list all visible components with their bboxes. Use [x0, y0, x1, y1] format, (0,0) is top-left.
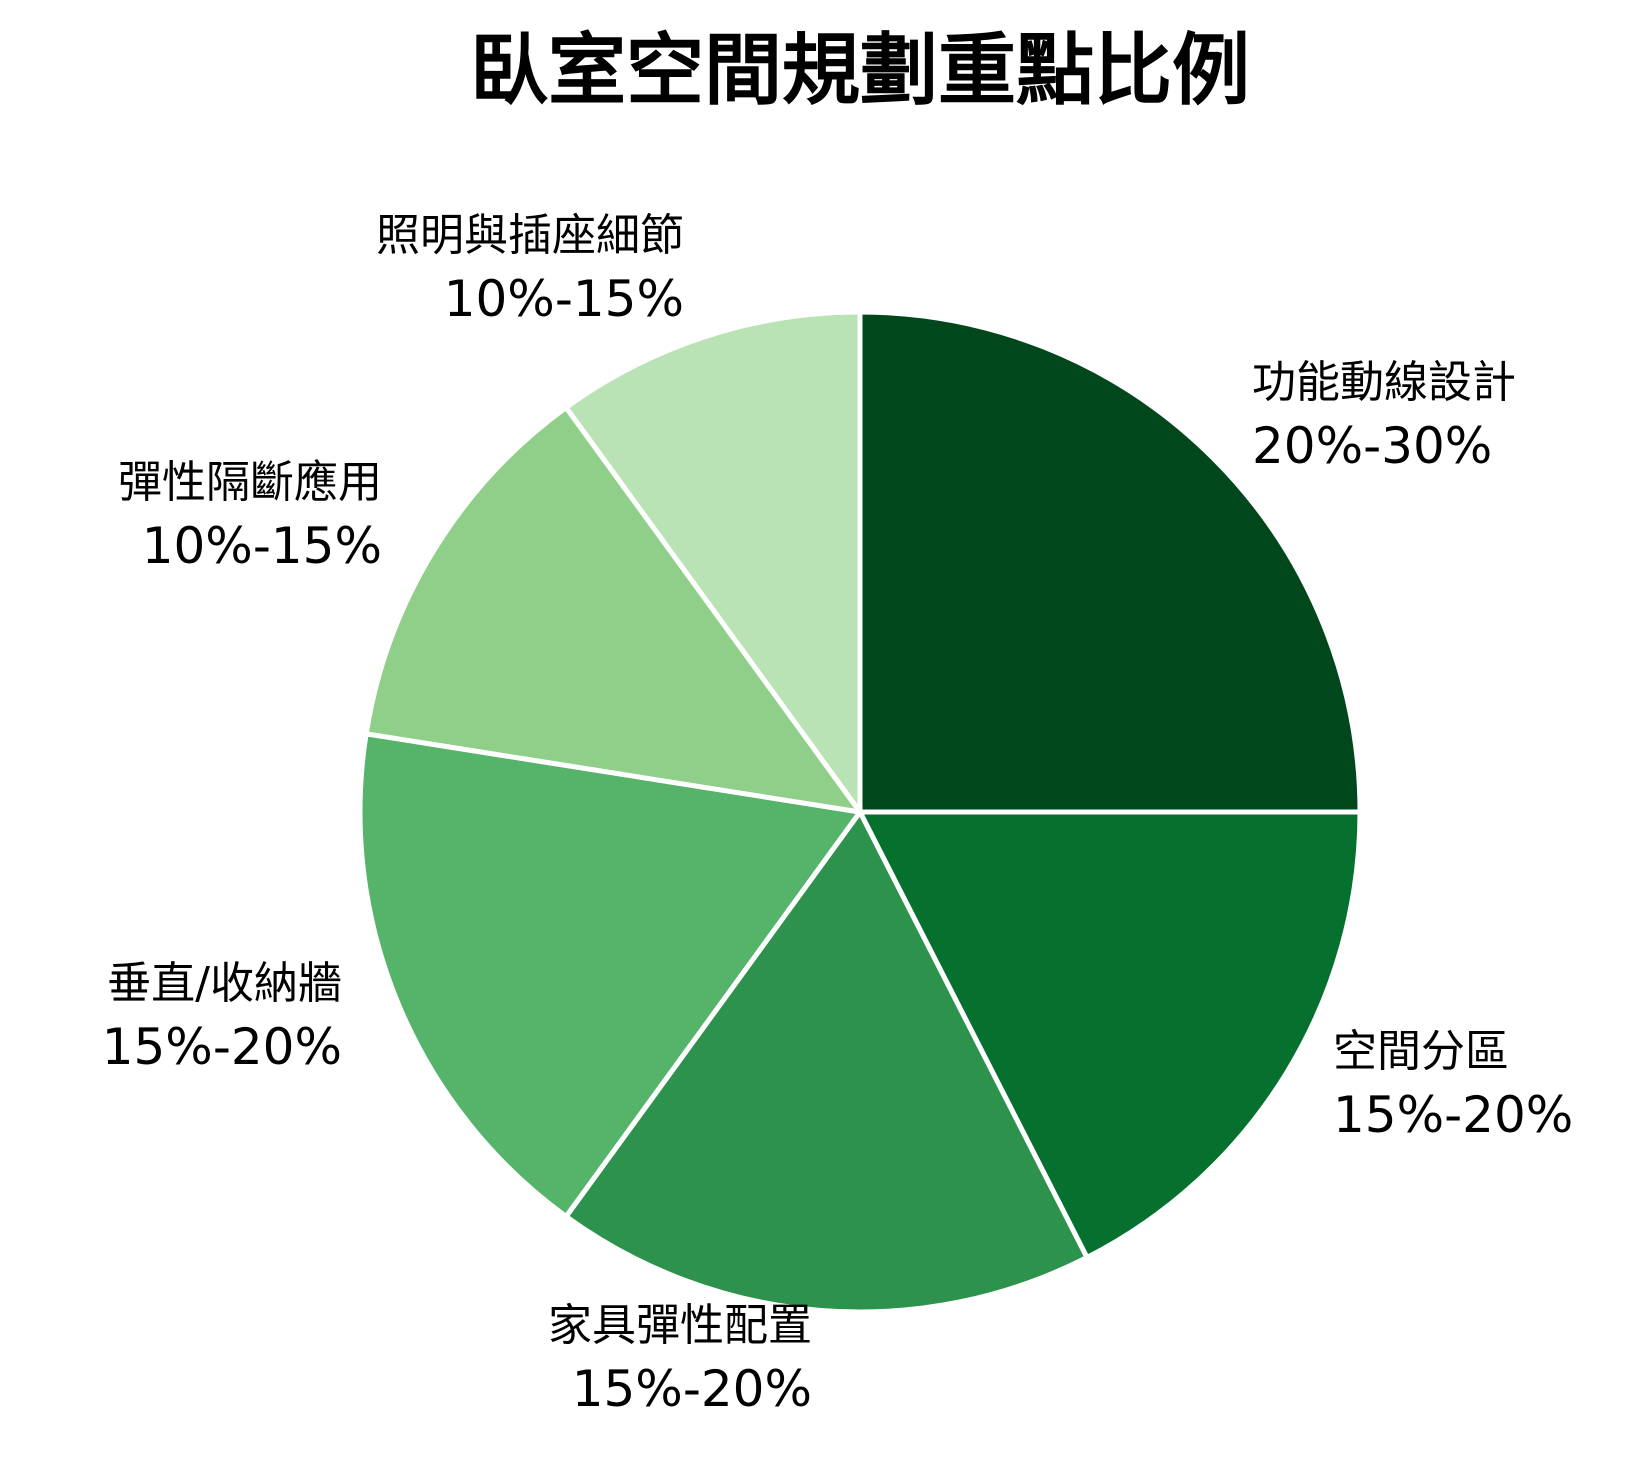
pie-slice-3: [563, 809, 1090, 1315]
slice-range-6: 10%-15%: [444, 270, 684, 328]
slice-label-5: 彈性隔斷應用: [118, 457, 382, 508]
chart-title: 臥室空間規劃重點比例: [470, 26, 1250, 116]
slice-range-3: 15%-20%: [572, 1360, 812, 1418]
slice-label-1: 功能動線設計: [1252, 357, 1516, 408]
slice-labels: 功能動線設計 20%-30% 空間分區 15%-20% 家具彈性配置 15%-20% 垂直/…: [102, 210, 1574, 1418]
pie-slice-6: [563, 309, 863, 815]
slice-range-5: 10%-15%: [142, 517, 382, 575]
pie-slice-4: [357, 731, 863, 1220]
pie-slices: [357, 309, 1363, 1315]
pie-slice-1: [857, 309, 1363, 815]
slice-label-4: 垂直/收納牆: [107, 958, 342, 1009]
slice-range-4: 15%-20%: [102, 1018, 342, 1076]
slice-range-2: 15%-20%: [1333, 1086, 1573, 1144]
slice-range-1: 20%-30%: [1252, 417, 1492, 475]
pie-slice-2: [857, 809, 1363, 1260]
slice-label-2: 空間分區: [1333, 1026, 1509, 1077]
pie-slice-5: [363, 404, 863, 815]
slice-label-3: 家具彈性配置: [548, 1300, 812, 1351]
slice-label-6: 照明與插座細節: [376, 210, 684, 261]
